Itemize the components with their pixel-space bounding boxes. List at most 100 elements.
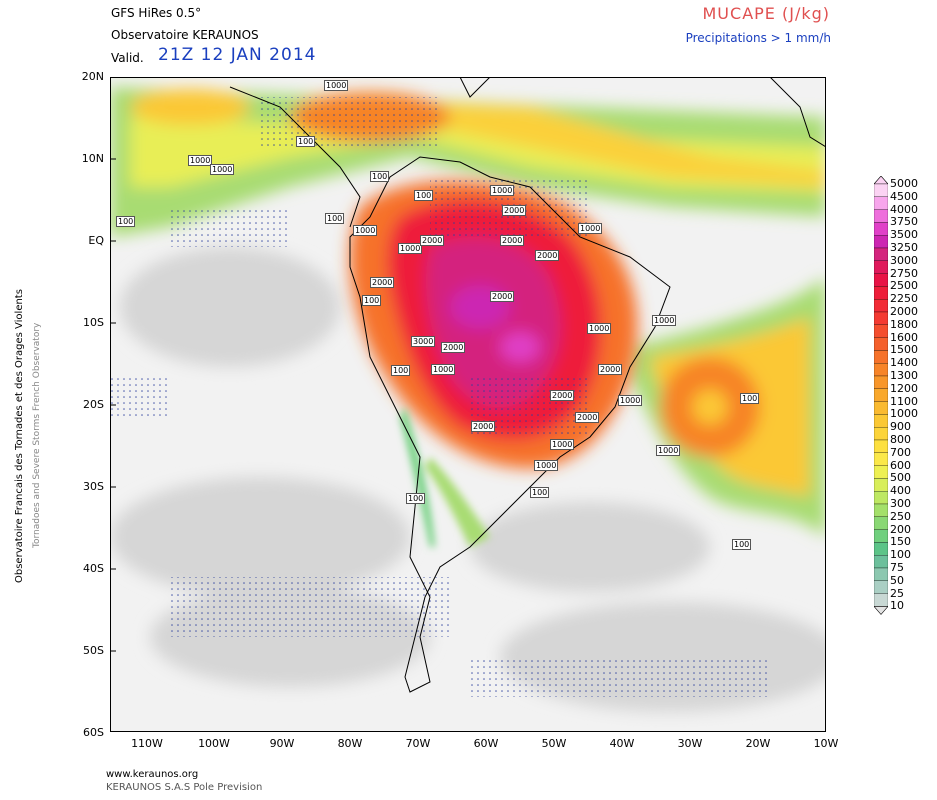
contour-label: 1000	[188, 155, 213, 166]
colorbar-level-label: 25	[890, 586, 904, 600]
colorbar-swatch	[874, 247, 888, 261]
contour-label: 1000	[652, 315, 677, 326]
colorbar-level-label: 3500	[890, 228, 918, 242]
footer-url[interactable]: www.keraunos.org	[106, 769, 199, 780]
colorbar-level-label: 400	[890, 484, 911, 498]
colorbar-level-label: 1600	[890, 330, 918, 344]
footer-company: KERAUNOS S.A.S Pole Prevision	[106, 782, 263, 793]
colorbar-level-label: 1800	[890, 317, 918, 331]
contour-label: 1000	[210, 164, 235, 175]
lon-label-50w: 50W	[541, 737, 567, 750]
contour-label: 1000	[398, 243, 423, 254]
colorbar-swatch	[874, 235, 888, 249]
contour-label: 1000	[587, 323, 612, 334]
contour-label: 2000	[550, 390, 575, 401]
contour-label: 2000	[471, 421, 496, 432]
contour-label: 100	[370, 171, 390, 182]
lon-label-80w: 80W	[337, 737, 363, 750]
contour-label: 2000	[575, 412, 600, 423]
contour-label: 1000	[578, 223, 603, 234]
lon-label-90w: 90W	[269, 737, 295, 750]
product-subtitle: Precipitations > 1 mm/h	[685, 31, 831, 45]
organization-label: Observatoire KERAUNOS	[111, 28, 259, 42]
colorbar-level-label: 2000	[890, 305, 918, 318]
colorbar-swatch	[874, 555, 888, 569]
colorbar-swatch	[874, 542, 888, 556]
colorbar-swatch	[874, 478, 888, 492]
colorbar-level-label: 200	[890, 522, 911, 536]
colorbar-level-label: 3250	[890, 241, 918, 254]
colorbar-level-label: 1400	[890, 356, 918, 370]
colorbar-level-label: 150	[890, 535, 911, 549]
lat-label-30s: 30S	[83, 480, 104, 493]
lat-label-60s: 60S	[83, 726, 104, 739]
contour-label: 2000	[441, 342, 466, 353]
mucape-map	[110, 77, 826, 732]
colorbar-swatch	[874, 401, 888, 415]
contour-label: 2000	[500, 235, 525, 246]
colorbar-level-label: 4500	[890, 189, 918, 203]
product-title: MUCAPE (J/kg)	[702, 4, 830, 23]
contour-label: 3000	[411, 336, 436, 347]
side-label-french: Observatoire Francais des Tornades et de…	[14, 289, 25, 583]
colorbar-swatch	[874, 580, 888, 594]
contour-labels: 1000 1000 100 100 1000 100 1000 2000 100…	[110, 77, 826, 732]
colorbar-level-label: 1100	[890, 394, 918, 408]
colorbar-level-label: 700	[890, 445, 911, 459]
colorbar-level-label: 3750	[890, 215, 918, 229]
lon-label-70w: 70W	[405, 737, 431, 750]
contour-label: 1000	[490, 185, 515, 196]
colorbar-swatch	[874, 452, 888, 466]
contour-label: 1000	[431, 364, 456, 375]
colorbar-level-label: 2750	[890, 266, 918, 280]
lon-label-20w: 20W	[745, 737, 771, 750]
side-label-english: Tornadoes and Severe Storms French Obser…	[32, 322, 42, 548]
contour-label: 2000	[535, 250, 560, 261]
contour-label: 100	[325, 213, 345, 224]
colorbar-level-label: 4000	[890, 202, 918, 216]
colorbar-level-label: 800	[890, 433, 911, 446]
colorbar-swatch	[874, 567, 888, 581]
colorbar-max-arrow	[874, 176, 888, 185]
contour-label: 2000	[370, 277, 395, 288]
lat-label-10n: 10N	[81, 152, 104, 165]
colorbar-swatch	[874, 388, 888, 402]
colorbar-level-label: 3000	[890, 253, 918, 267]
colorbar-level-label: 100	[890, 548, 911, 562]
contour-label: 1000	[618, 395, 643, 406]
lon-label-100w: 100W	[198, 737, 230, 750]
colorbar-swatches	[874, 176, 888, 615]
colorbar-swatch	[874, 414, 888, 428]
contour-label: 2000	[598, 364, 623, 375]
colorbar-level-label: 1000	[890, 407, 918, 421]
colorbar-swatch	[874, 363, 888, 377]
lat-label-20n: 20N	[81, 70, 104, 83]
colorbar-swatch	[874, 299, 888, 313]
colorbar-swatch	[874, 311, 888, 325]
contour-label: 100	[362, 295, 382, 306]
lat-label-50s: 50S	[83, 644, 104, 657]
colorbar-level-label: 2250	[890, 292, 918, 306]
valid-time: 21Z 12 JAN 2014	[158, 45, 317, 65]
contour-label: 100	[406, 493, 426, 504]
colorbar-swatch	[874, 427, 888, 441]
colorbar-swatch	[874, 465, 888, 479]
colorbar-level-label: 250	[890, 509, 911, 523]
colorbar-swatch	[874, 324, 888, 338]
contour-label: 1000	[656, 445, 681, 456]
colorbar-level-label: 1500	[890, 343, 918, 357]
colorbar-level-label: 50	[890, 573, 904, 587]
lat-label-40s: 40S	[83, 562, 104, 575]
colorbar-level-label: 2500	[890, 279, 918, 293]
contour-label: 1000	[550, 439, 575, 450]
contour-label: 2000	[490, 291, 515, 302]
lon-label-110w: 110W	[131, 737, 163, 750]
colorbar-level-label: 10	[890, 599, 904, 613]
contour-label: 100	[116, 216, 136, 227]
colorbar-swatch	[874, 375, 888, 389]
colorbar-swatch	[874, 222, 888, 236]
contour-label: 100	[530, 487, 550, 498]
lon-label-30w: 30W	[677, 737, 703, 750]
colorbar-swatch	[874, 337, 888, 351]
contour-label: 1000	[353, 225, 378, 236]
